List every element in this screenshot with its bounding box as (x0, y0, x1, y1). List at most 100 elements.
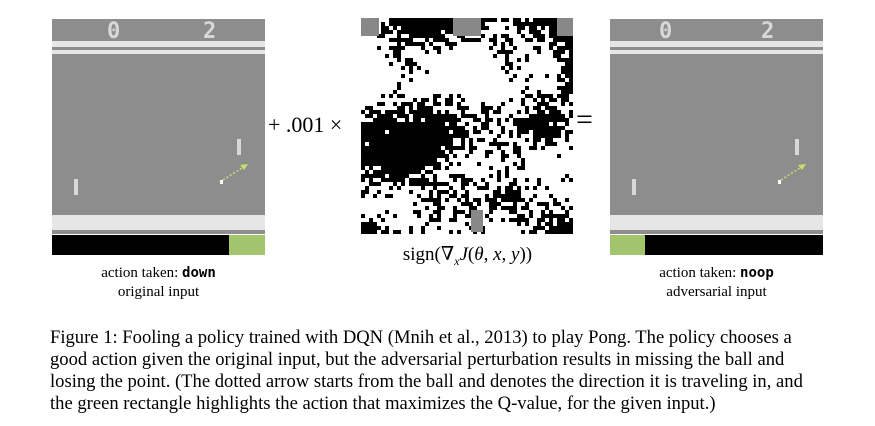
noise-pixel (549, 110, 553, 114)
noise-pixel (433, 114, 437, 118)
noise-pixel (557, 222, 561, 226)
noise-pixel (505, 26, 509, 30)
noise-pixel (365, 134, 369, 138)
noise-pixel (401, 142, 405, 146)
noise-pixel (437, 130, 441, 134)
noise-pixel (397, 170, 401, 174)
noise-pixel (433, 118, 437, 122)
noise-pixel (429, 134, 433, 138)
noise-pixel (509, 134, 513, 138)
noise-pixel (489, 198, 493, 202)
score-left-adversarial: 0 (659, 19, 672, 44)
noise-pixel (377, 162, 381, 166)
noise-pixel (569, 58, 573, 62)
noise-pixel (561, 38, 565, 42)
noise-pixel (469, 150, 473, 154)
noise-pixel (505, 166, 509, 170)
paddle-right (795, 139, 799, 155)
noise-pixel (405, 154, 409, 158)
noise-pixel (541, 202, 545, 206)
noise-pixel (401, 166, 405, 170)
noise-pixel (449, 102, 453, 106)
noise-pixel (541, 214, 545, 218)
noise-pixel (545, 114, 549, 118)
noise-pixel (389, 194, 393, 198)
noise-pixel (449, 42, 453, 46)
noise-pixel (569, 42, 573, 46)
noise-pixel (409, 126, 413, 130)
noise-pixel (537, 222, 541, 226)
noise-pixel (485, 154, 489, 158)
noise-pixel (425, 206, 429, 210)
noise-pixel (373, 142, 377, 146)
noise-pixel (469, 142, 473, 146)
noise-pixel (557, 38, 561, 42)
noise-pixel (561, 90, 565, 94)
noise-pixel (457, 106, 461, 110)
noise-pixel (401, 102, 405, 106)
noise-pixel (521, 162, 525, 166)
noise-pixel (529, 74, 533, 78)
noise-pixel (485, 150, 489, 154)
noise-pixel (473, 38, 477, 42)
noise-pixel (501, 218, 505, 222)
noise-pixel (405, 18, 409, 22)
noise-pixel (525, 130, 529, 134)
noise-pixel (361, 150, 365, 154)
noise-pixel (405, 170, 409, 174)
noise-pixel (509, 190, 513, 194)
noise-pixel (569, 70, 573, 74)
noise-pixel (369, 142, 373, 146)
noise-pixel (381, 134, 385, 138)
noise-pixel (537, 122, 541, 126)
noise-pixel (445, 18, 449, 22)
noise-pixel (553, 114, 557, 118)
noise-pixel (469, 202, 473, 206)
noise-pixel (477, 162, 481, 166)
noise-pixel (417, 42, 421, 46)
noise-pixel (545, 22, 549, 26)
noise-pixel (509, 130, 513, 134)
noise-pixel (501, 198, 505, 202)
noise-pixel (569, 114, 573, 118)
noise-pixel (453, 194, 457, 198)
noise-pixel (365, 126, 369, 130)
noise-pixel (541, 118, 545, 122)
noise-pixel (533, 226, 537, 230)
noise-pixel (361, 126, 365, 130)
noise-pixel (553, 54, 557, 58)
noise-pixel (525, 54, 529, 58)
noise-pixel (433, 162, 437, 166)
noise-pixel (525, 126, 529, 130)
noise-pixel (465, 198, 469, 202)
noise-pixel (409, 62, 413, 66)
noise-pixel (433, 186, 437, 190)
noise-pixel (373, 138, 377, 142)
noise-pixel (437, 94, 441, 98)
noise-pixel (409, 158, 413, 162)
noise-pixel (561, 118, 565, 122)
noise-pixel (437, 146, 441, 150)
noise-pixel (393, 122, 397, 126)
action-value: noop (740, 265, 774, 281)
noise-pixel (409, 146, 413, 150)
noise-pixel (545, 94, 549, 98)
noise-pixel (421, 26, 425, 30)
noise-pixel (433, 166, 437, 170)
noise-pixel (369, 166, 373, 170)
noise-pixel (517, 18, 521, 22)
noise-pixel (397, 82, 401, 86)
noise-pixel (385, 114, 389, 118)
noise-pixel (441, 122, 445, 126)
noise-pixel (485, 122, 489, 126)
noise-pixel (465, 214, 469, 218)
noise-pixel (381, 158, 385, 162)
noise-pixel (393, 150, 397, 154)
noise-pixel (405, 126, 409, 130)
noise-pixel (425, 26, 429, 30)
noise-pixel (433, 18, 437, 22)
noise-pixel (549, 46, 553, 50)
noise-pixel (553, 226, 557, 230)
noise-pixel (385, 170, 389, 174)
noise-pixel (393, 38, 397, 42)
